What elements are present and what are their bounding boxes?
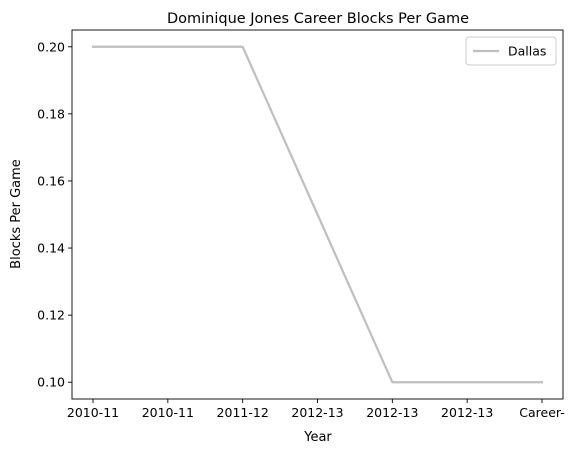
- x-tick-label: 2010-11: [142, 405, 194, 420]
- x-tick-label: 2012-13: [291, 405, 343, 420]
- chart-title: Dominique Jones Career Blocks Per Game: [167, 11, 469, 27]
- y-tick-label: 0.18: [37, 106, 65, 121]
- legend-label: Dallas: [508, 44, 546, 59]
- x-tick-label: Career-: [519, 405, 564, 420]
- plot-area: 2010-11 2010-11 2011-12 2012-13 2012-13 2012-…: [37, 29, 565, 420]
- y-tick-label: 0.14: [37, 241, 65, 256]
- x-tick-label: 2012-13: [366, 405, 418, 420]
- y-tick-label: 0.16: [37, 173, 65, 188]
- legend-box: [465, 36, 557, 66]
- y-tick-label: 0.20: [37, 39, 65, 54]
- x-axis-label: Year: [303, 430, 332, 445]
- series-line-0: [91, 45, 544, 384]
- y-tick-label: 0.12: [37, 308, 65, 323]
- legend: Dallas: [465, 36, 557, 66]
- x-tick-label: 2010-11: [67, 405, 119, 420]
- y-axis-label: Blocks Per Game: [9, 159, 24, 269]
- y-tick-label: 0.10: [37, 375, 65, 390]
- x-tick-label: 2012-13: [441, 405, 493, 420]
- x-tick-label: 2011-12: [217, 405, 269, 420]
